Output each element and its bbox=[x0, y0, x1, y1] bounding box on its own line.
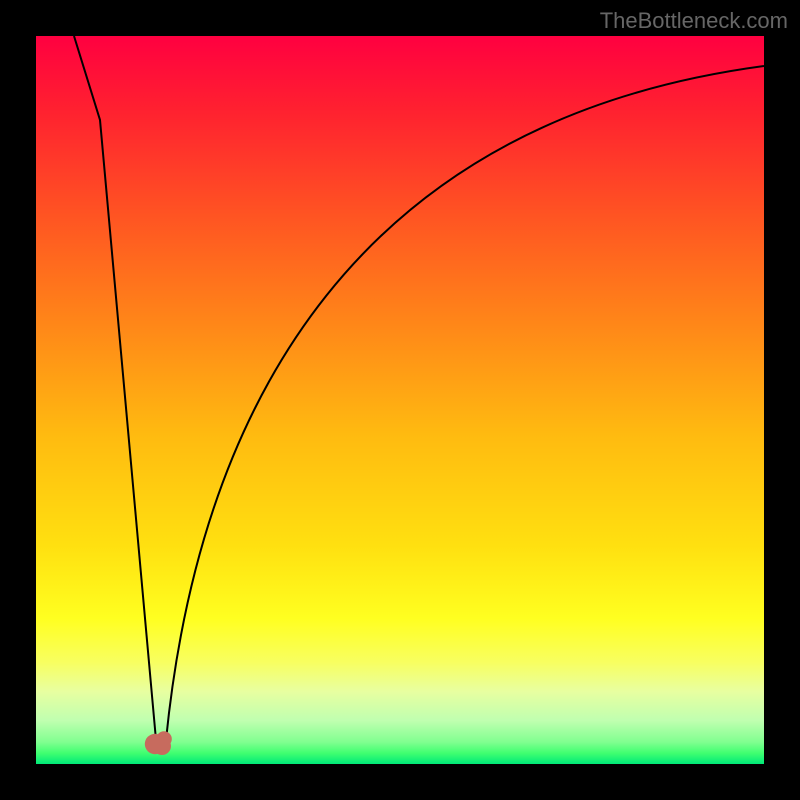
chart-svg bbox=[0, 0, 800, 800]
chart-container: TheBottleneck.com bbox=[0, 0, 800, 800]
watermark-text: TheBottleneck.com bbox=[600, 8, 788, 34]
plot-area bbox=[36, 36, 764, 764]
